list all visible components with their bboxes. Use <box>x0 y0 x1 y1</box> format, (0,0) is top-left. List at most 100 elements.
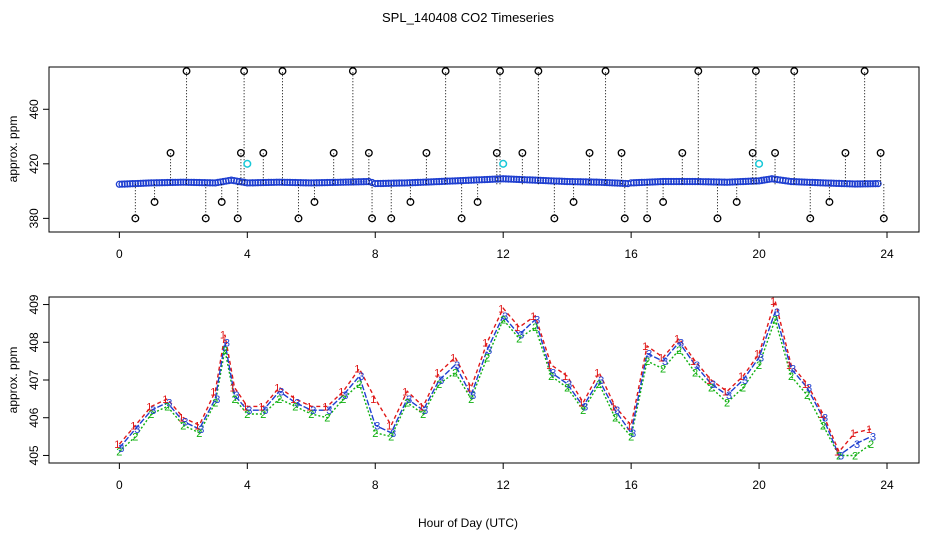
baseline-point <box>696 178 705 186</box>
series-mark-2: 2 <box>740 383 746 395</box>
panel-top: approx. ppm 0 4 8 12 16 20 24 380 420 460 <box>6 66 920 261</box>
baseline-point <box>177 178 185 186</box>
spike-point <box>585 148 594 157</box>
baseline-point <box>579 178 587 186</box>
series-mark-2: 2 <box>692 367 698 379</box>
series-mark-2: 2 <box>628 432 634 444</box>
spike-point <box>825 198 834 206</box>
spike-point <box>182 67 191 76</box>
y-tick-label-bottom: 408 <box>27 332 41 352</box>
series-mark-1: 1 <box>338 386 344 398</box>
series-mark-3: 3 <box>374 420 380 432</box>
baseline-point <box>688 177 697 186</box>
cyan-point <box>755 159 764 168</box>
series-mark-3: 3 <box>294 398 300 410</box>
series-mark-3: 3 <box>198 424 204 436</box>
baseline-point <box>744 177 753 185</box>
baseline-point <box>432 178 441 186</box>
series-mark-2: 2 <box>356 379 362 391</box>
series-mark-1: 1 <box>114 439 120 451</box>
baseline-point <box>137 179 145 188</box>
baseline-point <box>871 180 880 188</box>
baseline-point <box>568 178 577 186</box>
baseline-point <box>608 179 616 187</box>
baseline-point <box>259 178 267 187</box>
series-mark-3: 3 <box>262 405 268 417</box>
series-mark-1: 1 <box>770 296 776 308</box>
baseline-point <box>558 177 566 185</box>
baseline-point <box>651 178 659 186</box>
baseline-point <box>379 179 387 188</box>
series-mark-1: 1 <box>178 413 184 425</box>
baseline-point <box>616 179 624 187</box>
series-mark-1: 1 <box>498 303 504 315</box>
series-mark-2: 2 <box>260 409 266 421</box>
series-mark-3: 3 <box>438 375 444 387</box>
series-mark-2: 2 <box>132 432 138 444</box>
spike-point <box>441 67 450 76</box>
baseline-point <box>349 178 358 186</box>
baseline-point <box>123 180 132 188</box>
baseline-point <box>496 175 505 183</box>
baseline-point <box>582 178 590 186</box>
baseline-point <box>832 179 841 188</box>
baseline-point <box>187 178 195 187</box>
baseline-point <box>145 179 153 187</box>
series-mark-3: 3 <box>662 356 668 368</box>
baseline-point <box>126 180 134 188</box>
baseline-point <box>371 179 379 188</box>
baseline-point <box>203 179 211 187</box>
baseline-point <box>555 177 563 185</box>
baseline-point <box>115 180 124 188</box>
series-mark-2: 2 <box>164 401 170 413</box>
series-mark-1: 1 <box>370 394 376 406</box>
baseline-point <box>121 180 129 188</box>
series-mark-1: 1 <box>162 394 168 406</box>
series-line-3 <box>118 309 872 457</box>
spike-point <box>473 198 482 206</box>
baseline-point <box>542 176 550 185</box>
series-mark-3: 3 <box>182 417 188 429</box>
baseline-point <box>278 178 286 186</box>
baseline-point <box>752 177 761 185</box>
series-mark-2: 2 <box>516 334 522 346</box>
series-mark-3: 3 <box>726 390 732 402</box>
series-mark-1: 1 <box>194 420 200 432</box>
spike-point <box>569 198 578 206</box>
series-mark-2: 2 <box>836 450 842 462</box>
baseline-point <box>518 175 526 184</box>
baseline-point <box>256 178 265 187</box>
baseline-point <box>694 177 702 186</box>
series-mark-2: 2 <box>804 390 810 402</box>
baseline-point <box>787 177 795 186</box>
series-mark-1: 1 <box>466 383 472 395</box>
spike-point <box>841 148 850 157</box>
x-tick-label-bottom: 12 <box>497 478 511 492</box>
spike-point <box>492 148 501 157</box>
baseline-point <box>646 178 654 186</box>
baseline-point <box>603 178 611 187</box>
baseline-point <box>856 180 864 188</box>
y-tick-label-top: 460 <box>27 99 41 119</box>
baseline-point <box>163 178 171 187</box>
spike-point <box>348 67 357 76</box>
x-tick-label-bottom: 16 <box>624 478 638 492</box>
series-mark-2: 2 <box>676 345 682 357</box>
baseline-point <box>853 180 862 188</box>
series-mark-2: 2 <box>820 420 826 432</box>
baseline-point <box>408 179 417 187</box>
baseline-point <box>840 179 849 188</box>
y-tick-label-bottom: 409 <box>27 294 41 314</box>
baseline-point <box>339 178 347 186</box>
baseline-point <box>702 178 710 186</box>
series-mark-1: 1 <box>530 311 536 323</box>
baseline-point <box>806 178 814 186</box>
baseline-point <box>800 178 809 186</box>
series-mark-1: 1 <box>546 360 552 372</box>
x-tick-label-top: 12 <box>497 247 511 261</box>
series-mark-1: 1 <box>450 352 456 364</box>
baseline-point <box>365 177 373 186</box>
baseline-point <box>387 179 395 187</box>
series-mark-2: 2 <box>660 364 666 376</box>
